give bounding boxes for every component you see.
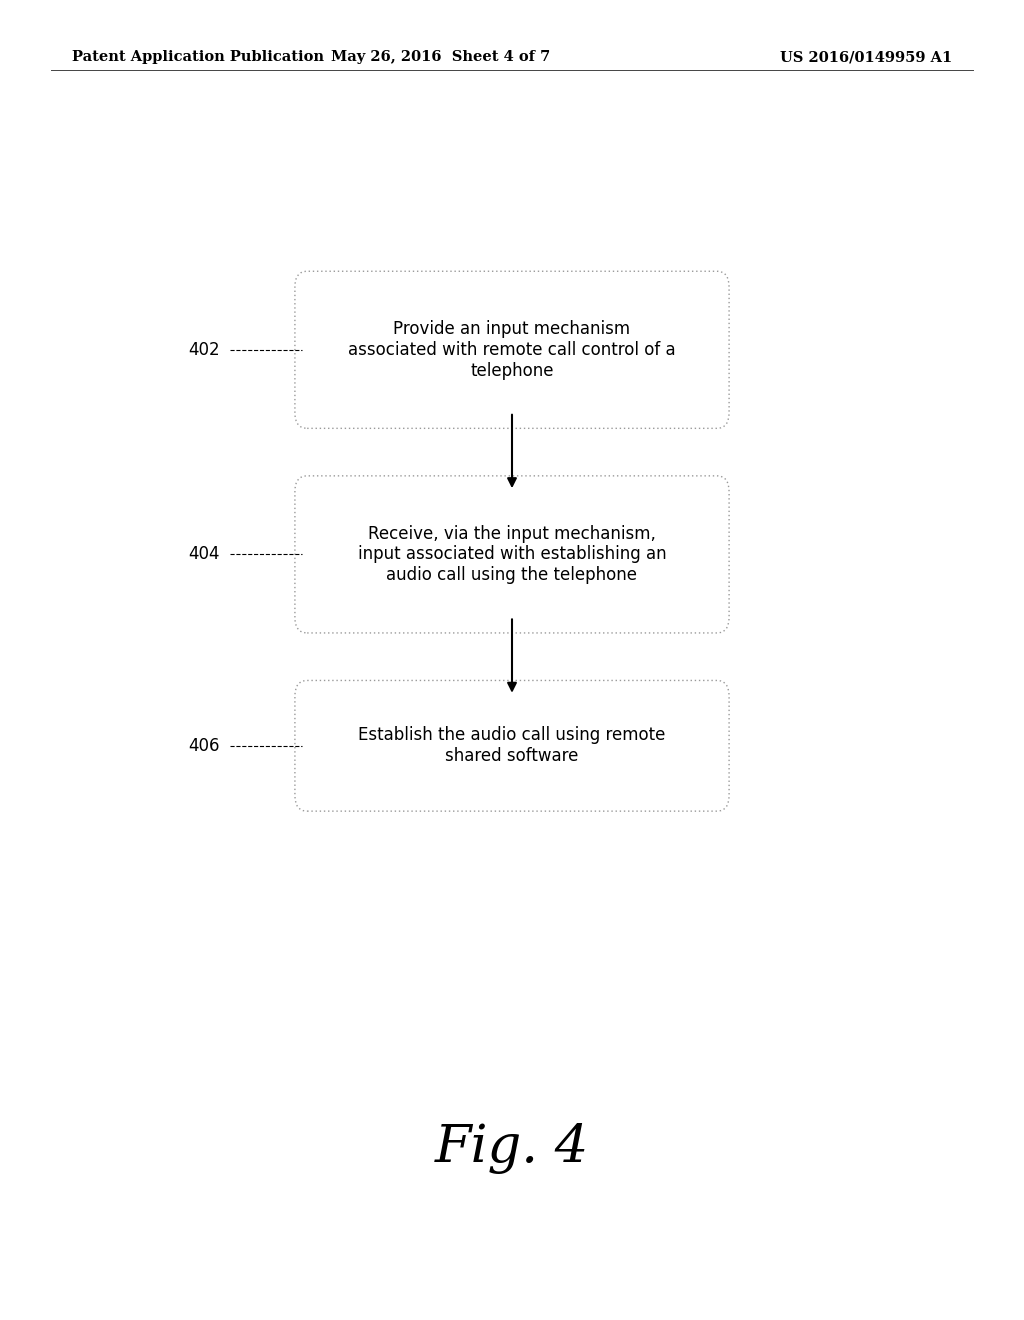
Text: 404: 404 bbox=[188, 545, 220, 564]
Text: Fig. 4: Fig. 4 bbox=[435, 1123, 589, 1173]
Text: Establish the audio call using remote
shared software: Establish the audio call using remote sh… bbox=[358, 726, 666, 766]
Text: Patent Application Publication: Patent Application Publication bbox=[72, 50, 324, 65]
Text: Receive, via the input mechanism,
input associated with establishing an
audio ca: Receive, via the input mechanism, input … bbox=[357, 524, 667, 585]
FancyBboxPatch shape bbox=[295, 272, 729, 428]
FancyBboxPatch shape bbox=[295, 477, 729, 634]
Text: 406: 406 bbox=[188, 737, 220, 755]
FancyBboxPatch shape bbox=[295, 681, 729, 810]
Text: US 2016/0149959 A1: US 2016/0149959 A1 bbox=[780, 50, 952, 65]
Text: 402: 402 bbox=[188, 341, 220, 359]
Text: May 26, 2016  Sheet 4 of 7: May 26, 2016 Sheet 4 of 7 bbox=[331, 50, 550, 65]
Text: Provide an input mechanism
associated with remote call control of a
telephone: Provide an input mechanism associated wi… bbox=[348, 319, 676, 380]
